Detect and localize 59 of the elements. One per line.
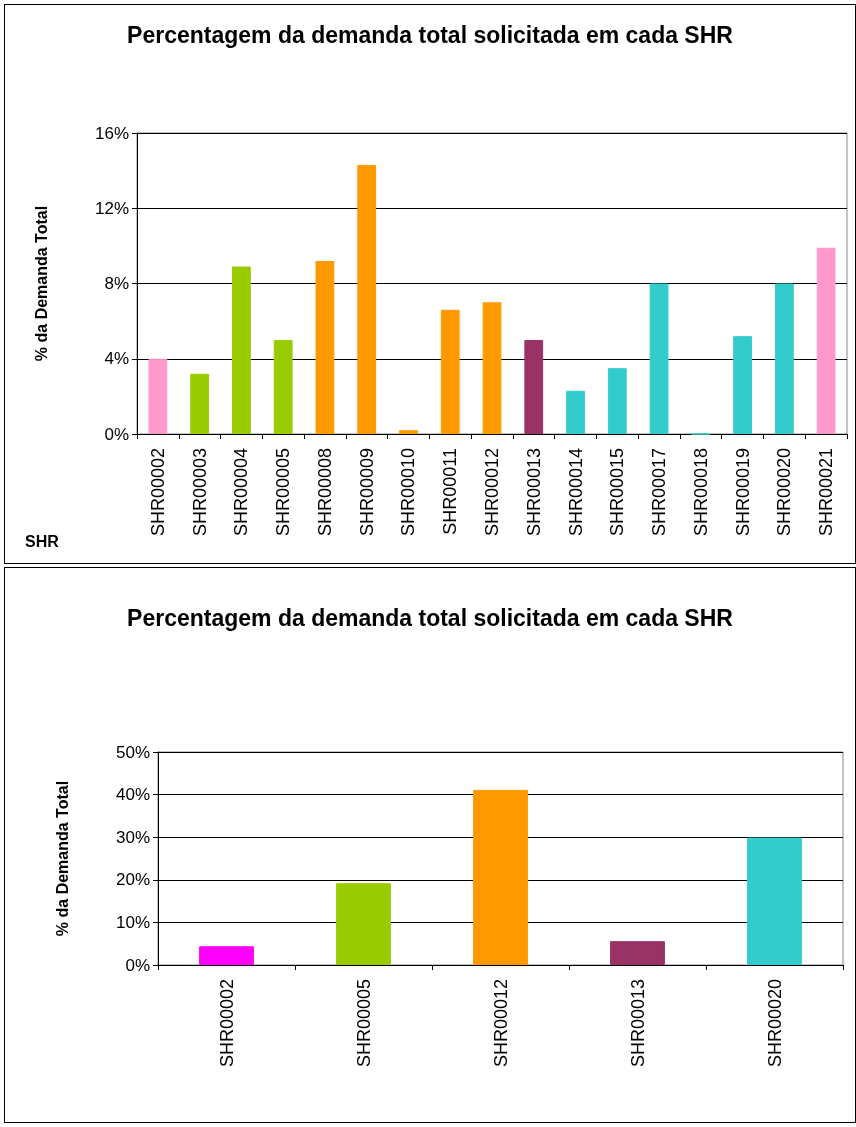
x-tick-label: SHR00020 bbox=[764, 979, 785, 1068]
bar bbox=[473, 789, 528, 965]
bar bbox=[747, 837, 802, 965]
x-tick-label: SHR00021 bbox=[816, 448, 837, 537]
x-tick-label: SHR00005 bbox=[273, 448, 294, 537]
bar bbox=[440, 309, 460, 434]
x-tick-label: SHR00012 bbox=[482, 448, 502, 537]
y-tick-label: 30% bbox=[115, 827, 150, 847]
x-tick-label: SHR00012 bbox=[490, 979, 511, 1068]
bar bbox=[774, 283, 794, 434]
y-tick-label: 0% bbox=[125, 955, 150, 975]
bar bbox=[336, 883, 391, 965]
y-tick-label: 4% bbox=[104, 349, 129, 369]
y-tick-label: 50% bbox=[115, 742, 150, 762]
y-tick-label: 20% bbox=[115, 870, 150, 890]
y-tick-label: 12% bbox=[94, 198, 129, 218]
bar bbox=[190, 373, 210, 434]
bar bbox=[524, 339, 544, 434]
bar bbox=[399, 430, 418, 434]
x-tick-label: SHR00004 bbox=[231, 448, 252, 537]
bar bbox=[232, 266, 251, 434]
y-axis-title: % da Demanda Total bbox=[32, 205, 50, 362]
x-tick-label: SHR00002 bbox=[147, 448, 168, 537]
bar bbox=[733, 336, 752, 434]
x-tick-label: SHR00020 bbox=[774, 448, 795, 537]
x-tick-label: SHR00019 bbox=[732, 448, 753, 537]
x-tick-label: SHR00013 bbox=[627, 979, 648, 1068]
y-tick-label: 40% bbox=[115, 785, 150, 805]
bar bbox=[273, 339, 293, 434]
chart-title: Percentagem da demanda total solicitada em cada SHR bbox=[127, 605, 734, 631]
bar bbox=[482, 302, 502, 434]
y-axis-title: % da Demanda Total bbox=[53, 780, 71, 937]
y-tick-label: 10% bbox=[115, 912, 150, 932]
x-tick-label: SHR00015 bbox=[607, 448, 628, 537]
bar bbox=[566, 390, 585, 434]
y-tick-label: 0% bbox=[104, 424, 129, 444]
chart-title: Percentagem da demanda total solicitada em cada SHR bbox=[127, 22, 734, 48]
y-tick-label: 16% bbox=[94, 123, 129, 143]
x-tick-label: SHR00008 bbox=[314, 448, 335, 537]
bar bbox=[816, 247, 836, 434]
x-tick-label: SHR00009 bbox=[356, 448, 377, 537]
x-tick-label: SHR00003 bbox=[189, 448, 210, 537]
bar bbox=[357, 164, 377, 434]
bar bbox=[199, 946, 254, 965]
bar bbox=[315, 260, 335, 434]
x-tick-label: SHR00013 bbox=[523, 448, 544, 537]
bar bbox=[610, 941, 665, 965]
x-tick-label: SHR00010 bbox=[398, 448, 419, 537]
bar bbox=[607, 368, 627, 434]
bar bbox=[148, 358, 168, 434]
y-tick-label: 8% bbox=[104, 274, 129, 293]
x-tick-label: SHR00011 bbox=[440, 448, 461, 535]
bar bbox=[649, 283, 669, 434]
x-tick-label: SHR00005 bbox=[353, 979, 374, 1068]
x-axis-title: SHR bbox=[25, 532, 60, 550]
x-tick-label: SHR00017 bbox=[649, 448, 670, 537]
x-tick-label: SHR00018 bbox=[690, 448, 711, 537]
x-tick-label: SHR00014 bbox=[565, 448, 586, 537]
x-tick-label: SHR00002 bbox=[216, 979, 237, 1068]
